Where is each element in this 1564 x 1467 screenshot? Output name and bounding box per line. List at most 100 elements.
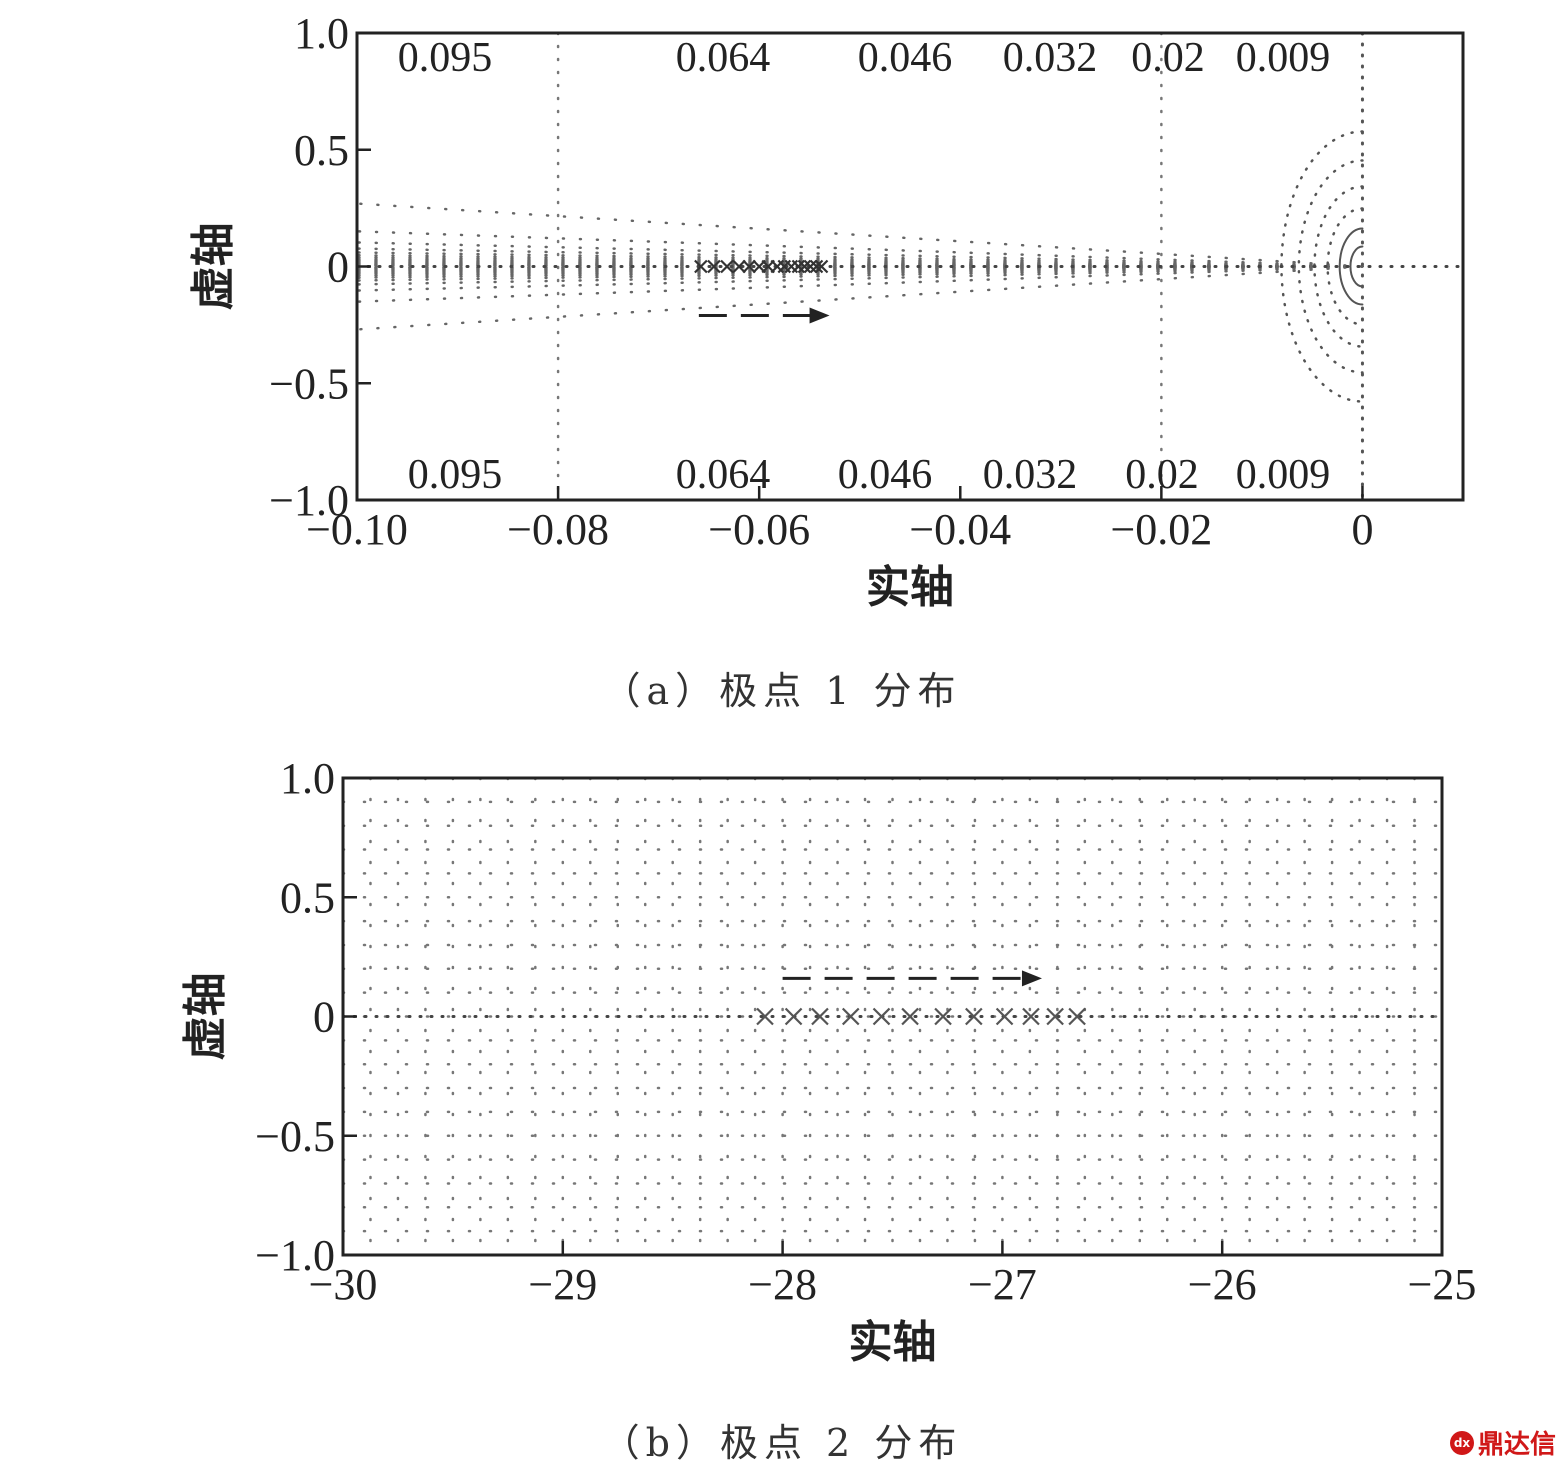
y-tick-label: −0.5: [269, 359, 349, 408]
x-axis-label: 实轴: [866, 562, 954, 613]
pole-marker: [720, 259, 734, 274]
frequency-arc: [1338, 227, 1364, 306]
pole-marker: [756, 1007, 774, 1026]
damping-line: [355, 254, 1364, 268]
damping-line: [355, 264, 1364, 268]
damping-line: [355, 265, 1364, 286]
damping-line: [355, 251, 1364, 268]
damping-line: [355, 259, 1364, 268]
damping-line: [355, 256, 1364, 268]
pole-marker: [965, 1007, 983, 1026]
damping-line: [355, 265, 1364, 274]
y-tick-label: −0.5: [255, 1112, 335, 1161]
damping-line: [355, 265, 1364, 276]
pole-marker: [791, 259, 806, 274]
x-tick-label: −28: [748, 1260, 817, 1309]
pole-marker: [797, 259, 812, 274]
y-tick-label: 1.0: [294, 9, 349, 58]
damping-label-bottom: 0.032: [983, 452, 1078, 498]
x-tick-label: −29: [528, 1260, 597, 1309]
pole-marker: [809, 259, 824, 274]
damping-line: [355, 230, 1364, 268]
damping-line: [355, 265, 1364, 272]
y-tick-label: 1.0: [280, 754, 335, 803]
damping-line: [355, 261, 1364, 268]
pole-marker: [872, 1007, 891, 1026]
y-tick-label: 0: [313, 993, 335, 1042]
damping-line: [355, 265, 1364, 282]
x-tick-label: −0.10: [306, 505, 408, 554]
damping-line: [355, 265, 1364, 303]
pole-marker: [803, 259, 818, 274]
damping-line: [355, 247, 1364, 268]
x-tick-label: −0.08: [507, 505, 609, 554]
chart-a-caption: （a）极点 1 分布: [602, 669, 962, 713]
pole-marker: [784, 1007, 803, 1026]
grid: [341, 776, 1444, 1257]
damping-line: [355, 265, 1364, 269]
pole-marker: [841, 1007, 860, 1026]
y-axis-label: 虚轴: [180, 973, 231, 1061]
damping-label-top: 0.095: [398, 35, 493, 81]
damping-line: [355, 263, 1364, 268]
pole-1-chart: −0.10 −0.08 −0.06 −0.04 −0.02 0 1.0 0.5 0 −0.5 −1.…: [188, 9, 1465, 613]
damping-line: [355, 265, 1364, 271]
damping-label-top: 0.046: [858, 35, 953, 81]
damping-label-bottom: 0.02: [1125, 452, 1199, 498]
damping-label-top: 0.02: [1131, 35, 1205, 81]
x-tick-label: −27: [968, 1260, 1037, 1309]
x-tick-label: 0: [1351, 505, 1373, 554]
y-tick-label: −1.0: [269, 476, 349, 525]
x-tick-label: −0.02: [1110, 505, 1212, 554]
x-tick-label: −0.06: [708, 505, 810, 554]
damping-line: [355, 260, 1364, 268]
damping-line: [355, 265, 1364, 331]
damping-label-bottom: 0.046: [838, 452, 933, 498]
x-tick-label: −0.04: [909, 505, 1011, 554]
damping-line: [355, 202, 1364, 268]
pole-marker: [732, 259, 746, 274]
damping-line: [355, 265, 1364, 273]
watermark-icon: dx: [1449, 1430, 1474, 1455]
y-axis-label: 虚轴: [188, 223, 239, 311]
damping-line: [355, 241, 1364, 268]
pole-marker: [934, 1007, 952, 1026]
y-tick-label: 0: [327, 243, 349, 292]
pole-marker: [995, 1007, 1014, 1026]
pole-marker: [1046, 1007, 1064, 1026]
y-tick-label: 0.5: [294, 126, 349, 175]
watermark-text: 鼎达信: [1477, 1430, 1556, 1460]
damping-line: [355, 265, 1364, 277]
pole-marker: [1022, 1007, 1040, 1026]
frequency-arc: [1349, 245, 1364, 288]
pole-2-chart: −30 −29 −28 −27 −26 −25 1.0 0.5 0 −0.5 −1.0 实轴 虚轴: [180, 754, 1477, 1368]
pole-marker: [814, 259, 829, 274]
watermark-logo: dx 鼎达信: [1449, 1424, 1556, 1461]
pole-marker: [742, 259, 756, 274]
damping-line: [355, 262, 1364, 268]
grid: [355, 31, 1465, 502]
damping-line: [355, 257, 1364, 268]
shift-arrow-head: [1021, 970, 1042, 987]
damping-label-bottom: 0.064: [676, 452, 771, 498]
x-tick-label: −25: [1408, 1260, 1477, 1309]
shift-arrow-head: [809, 307, 830, 324]
pole-marker: [694, 259, 708, 274]
chart-b-caption: （b）极点 2 分布: [601, 1421, 963, 1465]
pole-marker: [707, 259, 721, 274]
damping-line: [355, 265, 1364, 270]
y-tick-label: −1.0: [255, 1231, 335, 1280]
x-tick-label: −26: [1188, 1260, 1257, 1309]
x-axis-label: 实轴: [849, 1317, 937, 1368]
damping-line: [355, 265, 1364, 292]
damping-label-top: 0.064: [676, 35, 771, 81]
damping-label-top: 0.009: [1236, 35, 1331, 81]
damping-line: [355, 265, 1364, 279]
pole-marker: [901, 1007, 919, 1026]
frequency-arc: [1326, 207, 1364, 326]
x-tick-label: −30: [309, 1260, 378, 1309]
pole-marker: [811, 1007, 829, 1026]
damping-label-top: 0.032: [1003, 35, 1098, 81]
frequency-arc: [1297, 159, 1364, 374]
damping-label-bottom: 0.009: [1236, 452, 1331, 498]
